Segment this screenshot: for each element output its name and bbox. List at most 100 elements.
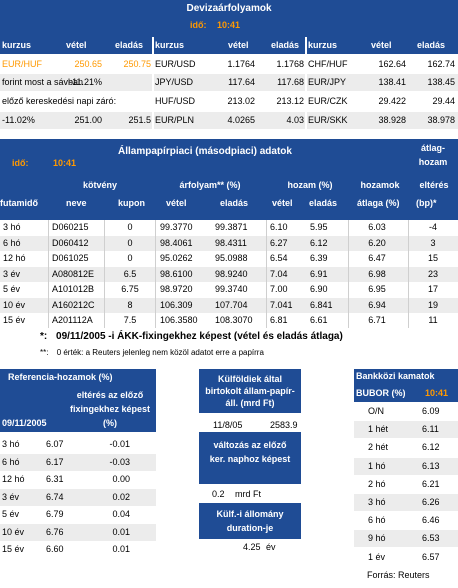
duration-unit: év	[266, 542, 276, 552]
allampapir-cell: 98.4061	[160, 238, 193, 248]
allampapir-cell: 6.61	[310, 315, 328, 325]
deviza-cell: 38.928	[378, 115, 406, 125]
deviza-cell: JPY/USD	[155, 77, 194, 87]
deviza-panel-header: Devizaárfolyamok idő: 10:41	[0, 0, 458, 37]
deviza-header-vetel-1: vétel	[66, 40, 87, 50]
deviza-cell: 138.45	[427, 77, 455, 87]
allampapir-row: 15 év A201112A 7.5 106.3580 108.3070 6.81 6.61…	[0, 313, 458, 328]
bankkozi-bubor-label: BUBOR (%)	[356, 388, 406, 398]
duration-value: 4.25	[243, 542, 261, 552]
allampapir-header-vetel: vétel	[166, 198, 187, 208]
allampapir-row: 5 év A101012B 6.75 98.9720 99.3740 7.00 6.90 6.…	[0, 282, 458, 297]
column-divider	[266, 220, 267, 328]
allampapir-header-row-1: kötvény árfolyam** (%) hozam (%) hozamok…	[0, 176, 458, 194]
deviza-cell: 117.68	[277, 77, 304, 87]
bankkozi-row: 6 hó 6.46	[354, 512, 458, 529]
allampapir-cell: 99.3871	[215, 222, 248, 232]
deviza-time: idő: 10:41	[190, 20, 240, 30]
deviza-cell: EUR/HUF	[2, 59, 42, 69]
valtozas-header: változás az előző ker. naphoz képest	[199, 432, 301, 484]
allampapir-cell: 7.041	[270, 300, 293, 310]
kulfoldiek-title: Külföldiek által birtokolt állam-papír-á…	[205, 374, 295, 408]
deviza-cell: -11.02%	[2, 115, 35, 125]
bankkozi-tenor: 2 hó	[368, 479, 386, 489]
allampapir-cell: 6.47	[368, 253, 386, 263]
note-2-text: 0 érték: a Reuters jelenleg nem közöl ad…	[56, 348, 264, 357]
deviza-cell: EUR/PLN	[155, 115, 195, 125]
allampapir-cell: 15 év	[3, 315, 26, 325]
bankkozi-header: Bankközi kamatok BUBOR (%) 10:41	[354, 369, 458, 402]
bankkozi-tenor: 1 év	[368, 552, 386, 562]
bankkozi-row: 1 hét 6.11	[354, 421, 458, 438]
allampapir-note-1: *: 09/11/2005 -i ÁKK-fixingekhez képest …	[40, 331, 343, 342]
referencia-row: 10 év 6.76 0.01	[0, 524, 156, 541]
referencia-tenor: 3 év	[2, 492, 20, 502]
bankkozi-rate: 6.11	[422, 424, 439, 434]
kulfoldiek-value-row: 11/8/05 2583.9	[199, 418, 301, 432]
allampapir-cell: 7.5	[123, 315, 137, 325]
referencia-change: 0.02	[112, 492, 130, 502]
bankkozi-row: 1 hó 6.13	[354, 458, 458, 475]
bankkozi-tenor: 3 hó	[368, 497, 386, 507]
referencia-value: 6.07	[46, 439, 64, 449]
allampapir-header-futamido: futamidő	[0, 198, 38, 208]
bankkozi-tenor: 9 hó	[368, 533, 386, 543]
kulfoldiek-header: Külföldiek által birtokolt állam-papír-á…	[199, 369, 301, 413]
deviza-cell	[103, 74, 151, 91]
referencia-elteres-header: eltérés az előző fixingekhez képest (%)	[69, 390, 151, 428]
deviza-cell: 250.65	[74, 59, 102, 69]
bankkozi-rate: 6.57	[422, 552, 440, 562]
allampapir-cell: 15	[427, 253, 438, 263]
deviza-column-headers: kurzus vétel eladás kurzus vétel eladás …	[0, 37, 458, 54]
deviza-row: -11.02% 251.00 251.5 EUR/PLN 4.0265 4.03 EUR/S…	[0, 112, 458, 129]
allampapir-time-label: idő:	[12, 158, 29, 168]
allampapir-cell: 10 év	[3, 300, 26, 310]
deviza-cell: 138.41	[378, 77, 406, 87]
allampapir-header-row-2: futamidő neve kupon vétel eladás vétel e…	[0, 194, 458, 212]
allampapir-cell: 6 hó	[3, 238, 21, 248]
referencia-change: 0.04	[112, 509, 130, 519]
note-1-text: 09/11/2005 -i ÁKK-fixingekhez képest (vé…	[56, 331, 343, 342]
column-divider	[305, 37, 307, 130]
deviza-cell: EUR/JPY	[308, 77, 347, 87]
deviza-cell: 250.75	[123, 59, 151, 69]
allampapir-cell: A201112A	[52, 315, 93, 325]
allampapir-header-kupon: kupon	[118, 198, 145, 208]
bankkozi-row: 3 hó 6.26	[354, 494, 458, 511]
referencia-row: 6 hó 6.17 -0.03	[0, 454, 156, 471]
referencia-header: Referencia-hozamok (%) 09/11/2005 eltéré…	[0, 369, 156, 432]
allampapir-cell: 6.90	[310, 284, 328, 294]
referencia-value: 6.79	[46, 509, 64, 519]
allampapir-header-arfolyam: árfolyam** (%)	[179, 180, 241, 190]
deviza-header-eladas-1: eladás	[115, 40, 144, 50]
column-divider	[48, 220, 49, 328]
referencia-tenor: 12 hó	[2, 474, 25, 484]
allampapir-cell: 5.95	[310, 222, 328, 232]
allampapir-cell: 95.0262	[160, 253, 193, 263]
deviza-cell: 117.64	[228, 77, 255, 87]
allampapir-cell: 6.91	[310, 269, 328, 279]
allampapir-row: 12 hó D061025 0 95.0262 95.0988 6.54 6.39 6.47 1…	[0, 251, 458, 266]
bankkozi-rate: 6.53	[422, 533, 440, 543]
deviza-cell: EUR/CZK	[308, 96, 348, 106]
referencia-value: 6.76	[46, 527, 64, 537]
deviza-cell: 251.5	[128, 115, 151, 125]
bankkozi-rate: 6.26	[422, 497, 440, 507]
referencia-row: 3 hó 6.07 -0.01	[0, 436, 156, 453]
deviza-cell: 29.44	[432, 96, 455, 106]
bankkozi-tenor: O/N	[368, 406, 385, 416]
allampapir-header-atlaga: átlaga (%)	[357, 198, 400, 208]
allampapir-cell: D060215	[52, 222, 89, 232]
allampapir-header-hozam: hozam (%)	[287, 180, 333, 190]
deviza-row: forint most a sávban -11.21% JPY/USD 117.64…	[0, 74, 458, 91]
allampapir-header-bp: (bp)*	[416, 198, 437, 208]
deviza-row: előző kereskedési napi záró: HUF/USD 213.0…	[0, 93, 458, 110]
allampapir-cell: 6.95	[368, 284, 386, 294]
allampapir-cell: 7.04	[270, 269, 288, 279]
allampapir-header-vetel-2: vétel	[272, 198, 293, 208]
duration-header: Külf.-i állomány duration-je	[199, 503, 301, 539]
deviza-cell: előző kereskedési napi záró:	[2, 96, 117, 106]
allampapir-cell: 6.27	[270, 238, 288, 248]
referencia-value: 6.17	[46, 457, 64, 467]
deviza-cell: EUR/USD	[155, 59, 196, 69]
